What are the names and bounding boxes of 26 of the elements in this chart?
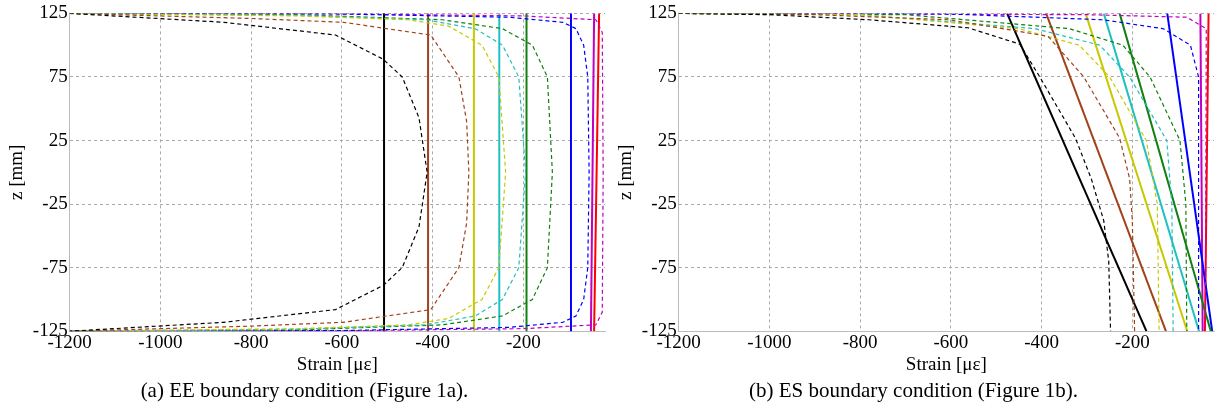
x-tick-label: -600 — [324, 330, 360, 352]
x-tick-label: -400 — [1024, 330, 1060, 352]
x-axis-title: Strain [με] — [905, 353, 987, 375]
y-tick-label: 125 — [39, 1, 68, 23]
x-tick-label: -200 — [505, 330, 541, 352]
y-axis-title: z [mm] — [5, 144, 27, 200]
x-tick-label: -200 — [1114, 330, 1150, 352]
y-tick-label: 25 — [657, 128, 677, 150]
y-tick-label: 125 — [648, 1, 677, 23]
y-axis-title: z [mm] — [614, 144, 636, 200]
x-tick-label: -1000 — [138, 330, 183, 352]
x-tick-label: -600 — [933, 330, 969, 352]
y-tick-label: -25 — [42, 192, 68, 214]
text: (a) EE boundary condition (Figure 1a). — [140, 377, 469, 402]
y-tick-label: 75 — [48, 64, 68, 86]
y-tick-label: -75 — [42, 255, 68, 277]
x-tick-label: -1000 — [747, 330, 792, 352]
y-tick-label: 75 — [657, 64, 677, 86]
y-tick-label: -75 — [651, 255, 677, 277]
x-axis-title: Strain [με] — [296, 353, 378, 375]
y-tick-label: 25 — [48, 128, 68, 150]
text: (b) ES boundary condition (Figure 1b). — [749, 377, 1078, 402]
y-tick-label: -25 — [651, 192, 677, 214]
x-tick-label: -800 — [233, 330, 269, 352]
x-tick-label: -400 — [415, 330, 451, 352]
x-tick-label: -800 — [842, 330, 878, 352]
